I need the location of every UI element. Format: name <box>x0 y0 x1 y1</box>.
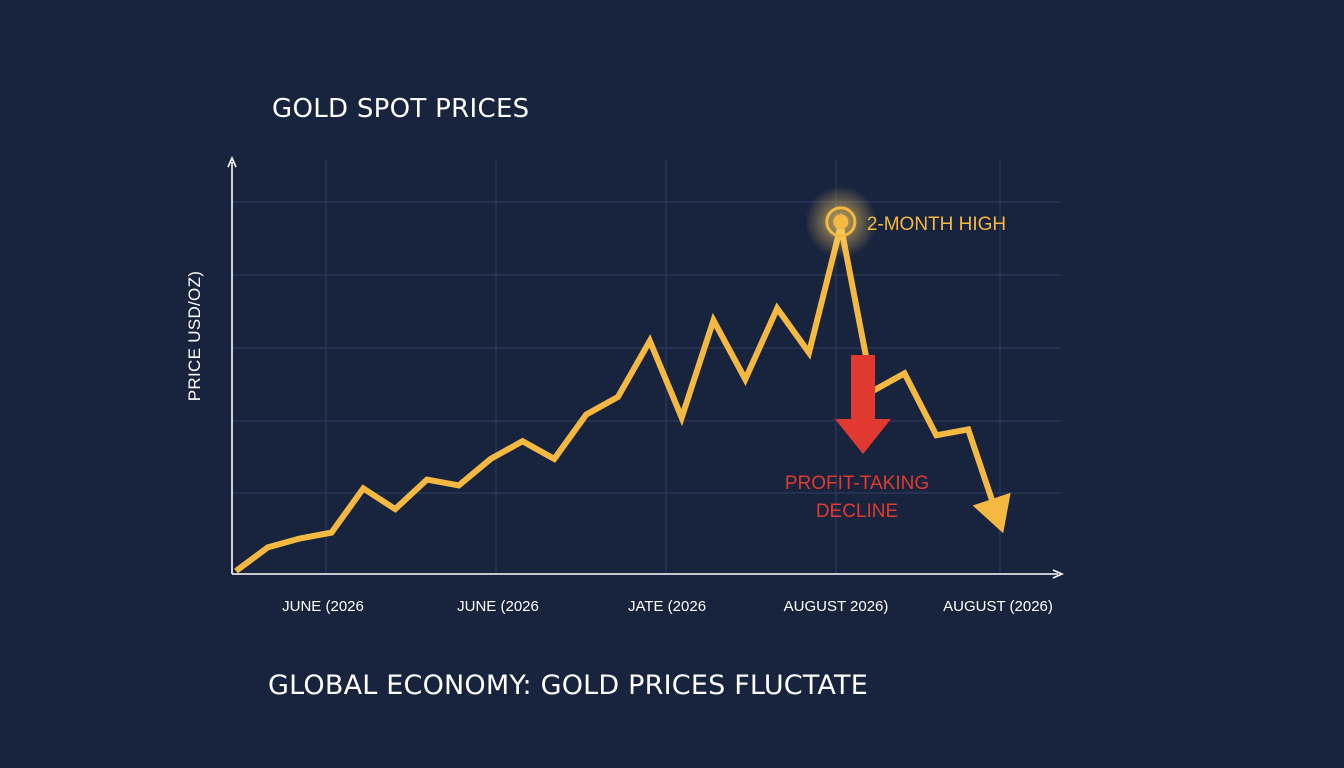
target-marker-center <box>833 214 849 230</box>
axes <box>227 156 1064 579</box>
decline-annotation-line2: DECLINE <box>816 501 898 522</box>
annotations: 2-MONTH HIGH PROFIT-TAKING DECLINE <box>785 185 1006 522</box>
line-end-arrow-icon <box>972 492 1011 534</box>
down-arrow-icon <box>835 419 891 454</box>
chart-title: GOLD SPOT PRICES <box>272 94 530 124</box>
y-axis-label: PRICE USD/OZ) <box>185 271 204 401</box>
x-tick-label: JUNE (2026 <box>457 598 539 615</box>
peak-annotation-label: 2-MONTH HIGH <box>867 214 1006 235</box>
target-marker-icon <box>825 206 857 238</box>
decline-annotation-line1: PROFIT-TAKING <box>785 473 929 494</box>
x-axis-arrow-icon <box>1052 569 1064 579</box>
y-axis-arrow-icon <box>227 156 237 168</box>
x-tick-label: AUGUST 2026) <box>784 598 889 615</box>
x-tick-label: JATE (2026 <box>628 598 706 615</box>
x-tick-label: AUGUST (2026) <box>943 598 1053 615</box>
x-tick-labels: JUNE (2026 JUNE (2026 JATE (2026 AUGUST 202… <box>282 598 1053 615</box>
chart-caption: GLOBAL ECONOMY: GOLD PRICES FLUCTATE <box>268 670 868 701</box>
x-tick-label: JUNE (2026 <box>282 598 364 615</box>
down-arrow-shaft <box>851 355 875 421</box>
